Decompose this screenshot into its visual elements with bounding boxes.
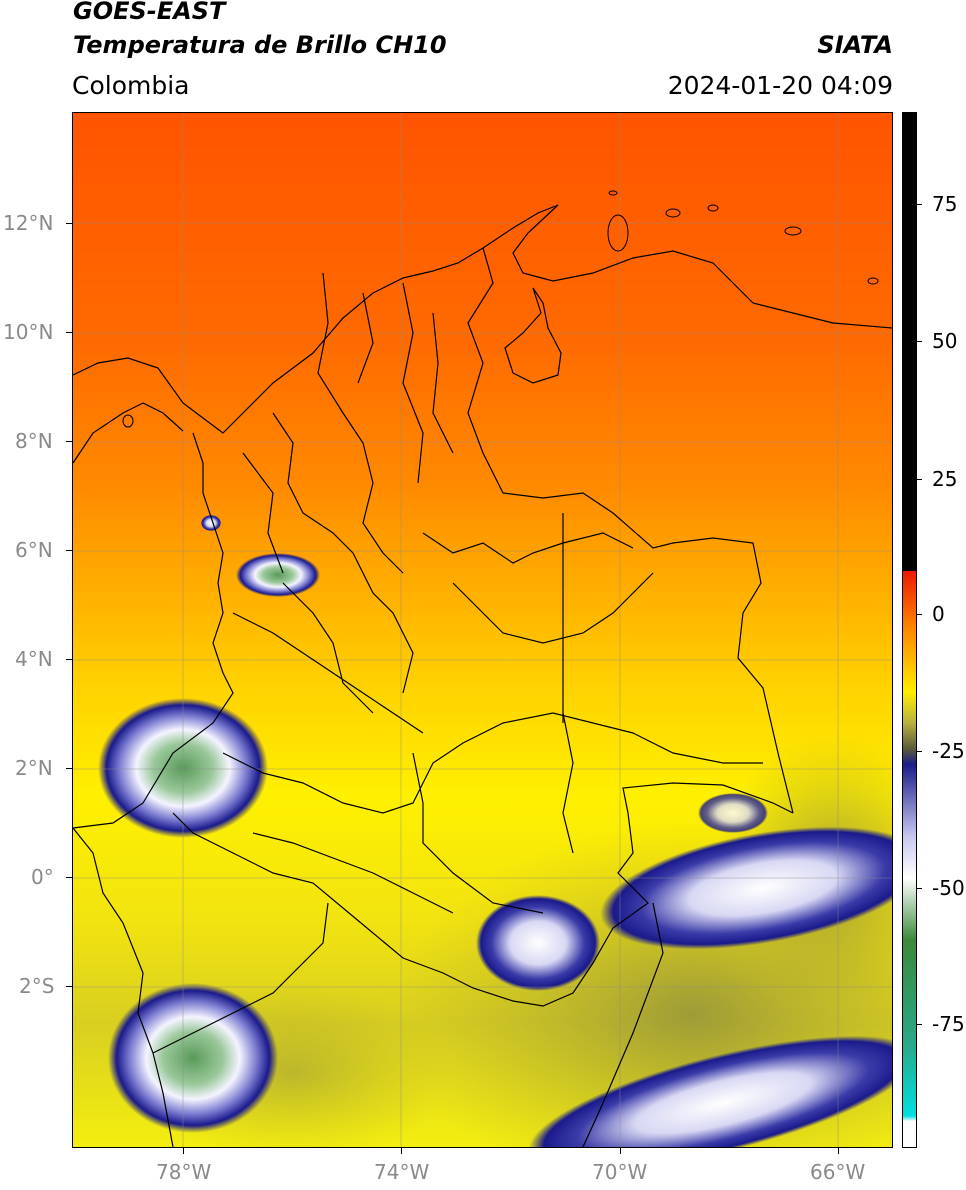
lake-maracaibo [504, 287, 562, 384]
coast-pacific [73, 432, 234, 829]
dept-lines-south [222, 712, 763, 914]
colorbar-tick [917, 1024, 922, 1025]
lat-label-4n: 4°N [15, 647, 53, 671]
lat-tick [66, 768, 72, 769]
lat-tick [66, 332, 72, 333]
lat-label-2n: 2°N [15, 756, 53, 780]
colorbar-label-75: 75 [932, 192, 958, 216]
lat-label-6n: 6°N [15, 538, 53, 562]
colorbar [902, 112, 917, 1148]
coast-caribbean [73, 204, 892, 434]
cloud-east-band [600, 826, 892, 950]
colorbar-tick [917, 341, 922, 342]
colorbar-label-minus25: -25 [932, 739, 965, 763]
border-col-ven [467, 247, 794, 814]
border-col-south [172, 782, 794, 1007]
dept-lines-north [242, 272, 454, 574]
colorbar-label-50: 50 [932, 329, 958, 353]
cloud-amazon-mid [476, 895, 600, 991]
lat-tick [66, 441, 72, 442]
colorbar-tick [917, 751, 922, 752]
lon-label-78w: 78°W [156, 1160, 212, 1184]
border-ecu-peru [152, 902, 329, 1054]
datetime-label: 2024-01-20 04:09 [667, 71, 893, 100]
coast-panama [73, 402, 184, 464]
lat-tick [66, 986, 72, 987]
lon-tick [620, 1148, 621, 1154]
lat-tick [66, 659, 72, 660]
dept-lines-central [232, 532, 654, 734]
colorbar-tick [917, 479, 922, 480]
graticule [73, 113, 892, 1147]
lon-tick [401, 1148, 402, 1154]
colorbar-label-25: 25 [932, 467, 958, 491]
region-label: Colombia [72, 71, 190, 100]
lon-label-66w: 66°W [810, 1160, 866, 1184]
cloud-east-small [698, 793, 768, 833]
lat-label-12n: 12°N [3, 211, 54, 235]
colorbar-label-0: 0 [932, 602, 945, 626]
lon-label-74w: 74°W [374, 1160, 430, 1184]
cloud-uraba [201, 515, 221, 531]
coast-ecuador [73, 827, 174, 1147]
title-line-1: GOES-EAST [73, 0, 226, 25]
lat-label-0: 0° [31, 865, 54, 889]
colorbar-label-minus75: -75 [932, 1012, 965, 1036]
borders [73, 204, 892, 1147]
title-line-2: Temperatura de Brillo CH10 [73, 31, 447, 59]
lon-tick [183, 1148, 184, 1154]
colorbar-tick [917, 204, 922, 205]
colorbar-tick [917, 888, 922, 889]
border-ven-bra [582, 902, 664, 1147]
lat-label-10n: 10°N [3, 320, 54, 344]
cloud-ecuador [108, 983, 278, 1133]
lat-label-2s: 2°S [19, 974, 55, 998]
lat-tick [66, 223, 72, 224]
lat-tick [66, 550, 72, 551]
colorbar-label-minus50: -50 [932, 876, 965, 900]
islands [122, 190, 879, 428]
cloud-southeast-band [528, 1035, 892, 1147]
lat-tick [66, 877, 72, 878]
lon-tick [838, 1148, 839, 1154]
lat-label-8n: 8°N [15, 429, 53, 453]
cloud-antioquia [236, 553, 320, 597]
satellite-map [72, 112, 893, 1148]
agency-label: SIATA [817, 31, 893, 59]
colorbar-tick [917, 614, 922, 615]
lon-label-70w: 70°W [592, 1160, 648, 1184]
